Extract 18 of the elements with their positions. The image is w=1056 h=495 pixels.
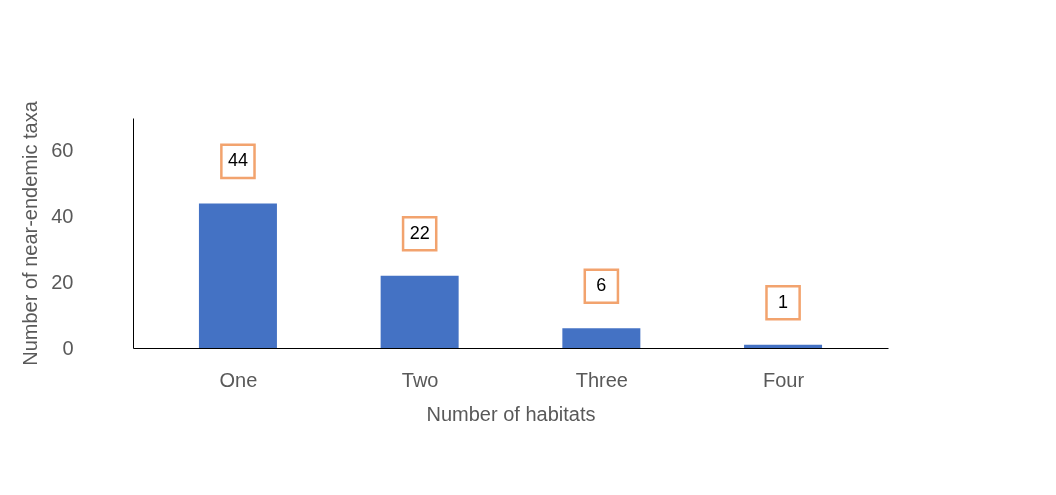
data-label: 22 bbox=[409, 222, 430, 243]
bar bbox=[198, 203, 277, 348]
x-tick-label: Four bbox=[763, 368, 805, 391]
data-label: 44 bbox=[227, 150, 248, 171]
x-axis-title: Number of habitats bbox=[426, 402, 596, 425]
y-tick-label: 60 bbox=[51, 139, 74, 162]
x-tick-label: Two bbox=[401, 368, 439, 391]
y-axis-title: Number of near-endemic taxa bbox=[19, 100, 42, 366]
x-tick-label: Three bbox=[575, 368, 628, 391]
x-tick-label: One bbox=[219, 368, 258, 391]
y-tick-label: 40 bbox=[51, 205, 74, 228]
y-tick-label: 20 bbox=[51, 270, 74, 293]
data-label: 6 bbox=[596, 275, 607, 296]
bar bbox=[744, 344, 823, 348]
data-label: 1 bbox=[778, 291, 789, 312]
bar bbox=[562, 328, 641, 348]
y-tick-label: 0 bbox=[62, 336, 74, 359]
bar bbox=[380, 275, 459, 348]
